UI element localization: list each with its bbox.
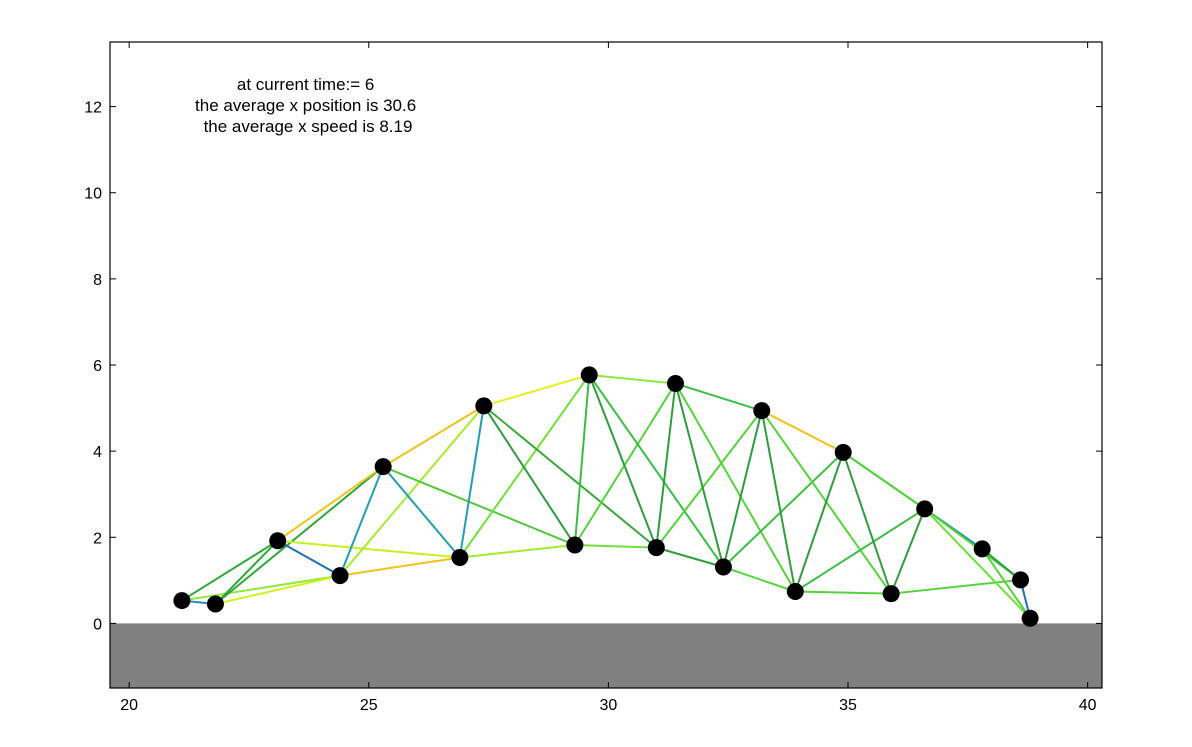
truss-edge <box>981 548 1031 619</box>
truss-edge <box>795 590 892 595</box>
truss-edge <box>794 452 845 592</box>
truss-edge <box>675 382 763 412</box>
chart-annotation: at current time:= 6 the average x positi… <box>195 75 421 136</box>
x-tick-label: 25 <box>360 697 378 714</box>
truss-edge <box>214 465 384 605</box>
truss-edge <box>483 373 590 407</box>
y-tick-label: 8 <box>93 272 102 289</box>
truss-edge <box>656 546 724 568</box>
truss-node <box>834 443 852 461</box>
plot-frame <box>109 41 1103 689</box>
truss-node <box>786 583 804 601</box>
y-tick-label: 0 <box>93 616 102 633</box>
truss-node <box>753 402 771 420</box>
y-tick-label: 4 <box>93 444 102 461</box>
truss-edge <box>760 410 797 592</box>
nodes-layer <box>173 366 1039 627</box>
y-tick-label: 10 <box>84 186 102 203</box>
truss-edge <box>215 574 341 605</box>
y-tick-label: 12 <box>84 100 102 117</box>
truss-node <box>647 539 665 557</box>
truss-node <box>451 549 469 567</box>
truss-edge <box>382 465 461 559</box>
truss-edge <box>459 544 575 559</box>
truss-node <box>566 536 584 554</box>
truss-edge <box>574 382 677 546</box>
truss-edge <box>891 578 1021 595</box>
truss-edge <box>842 452 893 595</box>
truss-edge <box>459 374 591 559</box>
truss-edge <box>655 410 763 549</box>
truss-node <box>714 558 732 576</box>
truss-edge <box>483 405 657 549</box>
truss-node <box>173 592 191 610</box>
y-tick-label: 2 <box>93 530 102 547</box>
truss-edge <box>339 405 485 577</box>
truss-edge <box>382 465 576 546</box>
annotation-time: at current time:= 6 <box>237 75 374 94</box>
truss-edge <box>588 374 658 548</box>
annotation-avg-position: the average x position is 30.6 <box>195 96 416 115</box>
y-tick-label: 6 <box>93 358 102 375</box>
truss-edge <box>181 574 341 602</box>
ground-band <box>110 623 1102 688</box>
truss-edge <box>482 405 576 546</box>
truss-node <box>331 567 349 585</box>
truss-edge <box>573 374 591 546</box>
truss-edge <box>722 451 844 568</box>
truss-edge <box>574 544 657 549</box>
truss-edge <box>339 466 385 576</box>
truss-edge <box>382 405 485 468</box>
truss-edge <box>277 465 384 542</box>
truss-edge <box>923 508 1031 619</box>
truss-edge <box>458 405 485 558</box>
truss-edge <box>588 374 725 568</box>
truss-edge <box>277 539 341 577</box>
truss-edge <box>674 383 797 593</box>
truss-node <box>269 532 287 550</box>
truss-node <box>374 458 392 476</box>
truss-node <box>580 366 598 384</box>
truss-node <box>1012 571 1030 589</box>
ground-layer <box>110 623 1102 688</box>
truss-edge <box>655 383 677 548</box>
truss-edge <box>589 373 676 385</box>
edges-layer <box>181 373 1032 619</box>
truss-edge <box>761 409 844 454</box>
truss-node <box>916 500 934 518</box>
y-axis: 0 2 4 6 8 10 12 <box>84 100 1102 633</box>
x-tick-label: 20 <box>120 697 138 714</box>
truss-edge <box>722 410 763 568</box>
truss-edge <box>890 508 926 595</box>
x-tick-label: 40 <box>1079 697 1097 714</box>
truss-node <box>1021 609 1039 627</box>
x-axis: 20 25 30 35 40 <box>120 42 1097 714</box>
x-tick-label: 30 <box>599 697 617 714</box>
truss-edge <box>339 556 460 577</box>
x-tick-label: 35 <box>839 697 857 714</box>
truss-node <box>882 585 900 603</box>
truss-node <box>206 595 224 613</box>
truss-edge <box>214 540 279 605</box>
truss-node <box>973 540 991 558</box>
truss-node <box>475 397 493 415</box>
truss-edge <box>794 508 926 593</box>
truss-node <box>666 375 684 393</box>
truss-edge <box>723 566 796 593</box>
truss-edge <box>181 539 279 602</box>
truss-edge <box>277 539 460 559</box>
truss-edge <box>674 383 725 568</box>
annotation-avg-speed: the average x speed is 8.19 <box>204 117 413 136</box>
